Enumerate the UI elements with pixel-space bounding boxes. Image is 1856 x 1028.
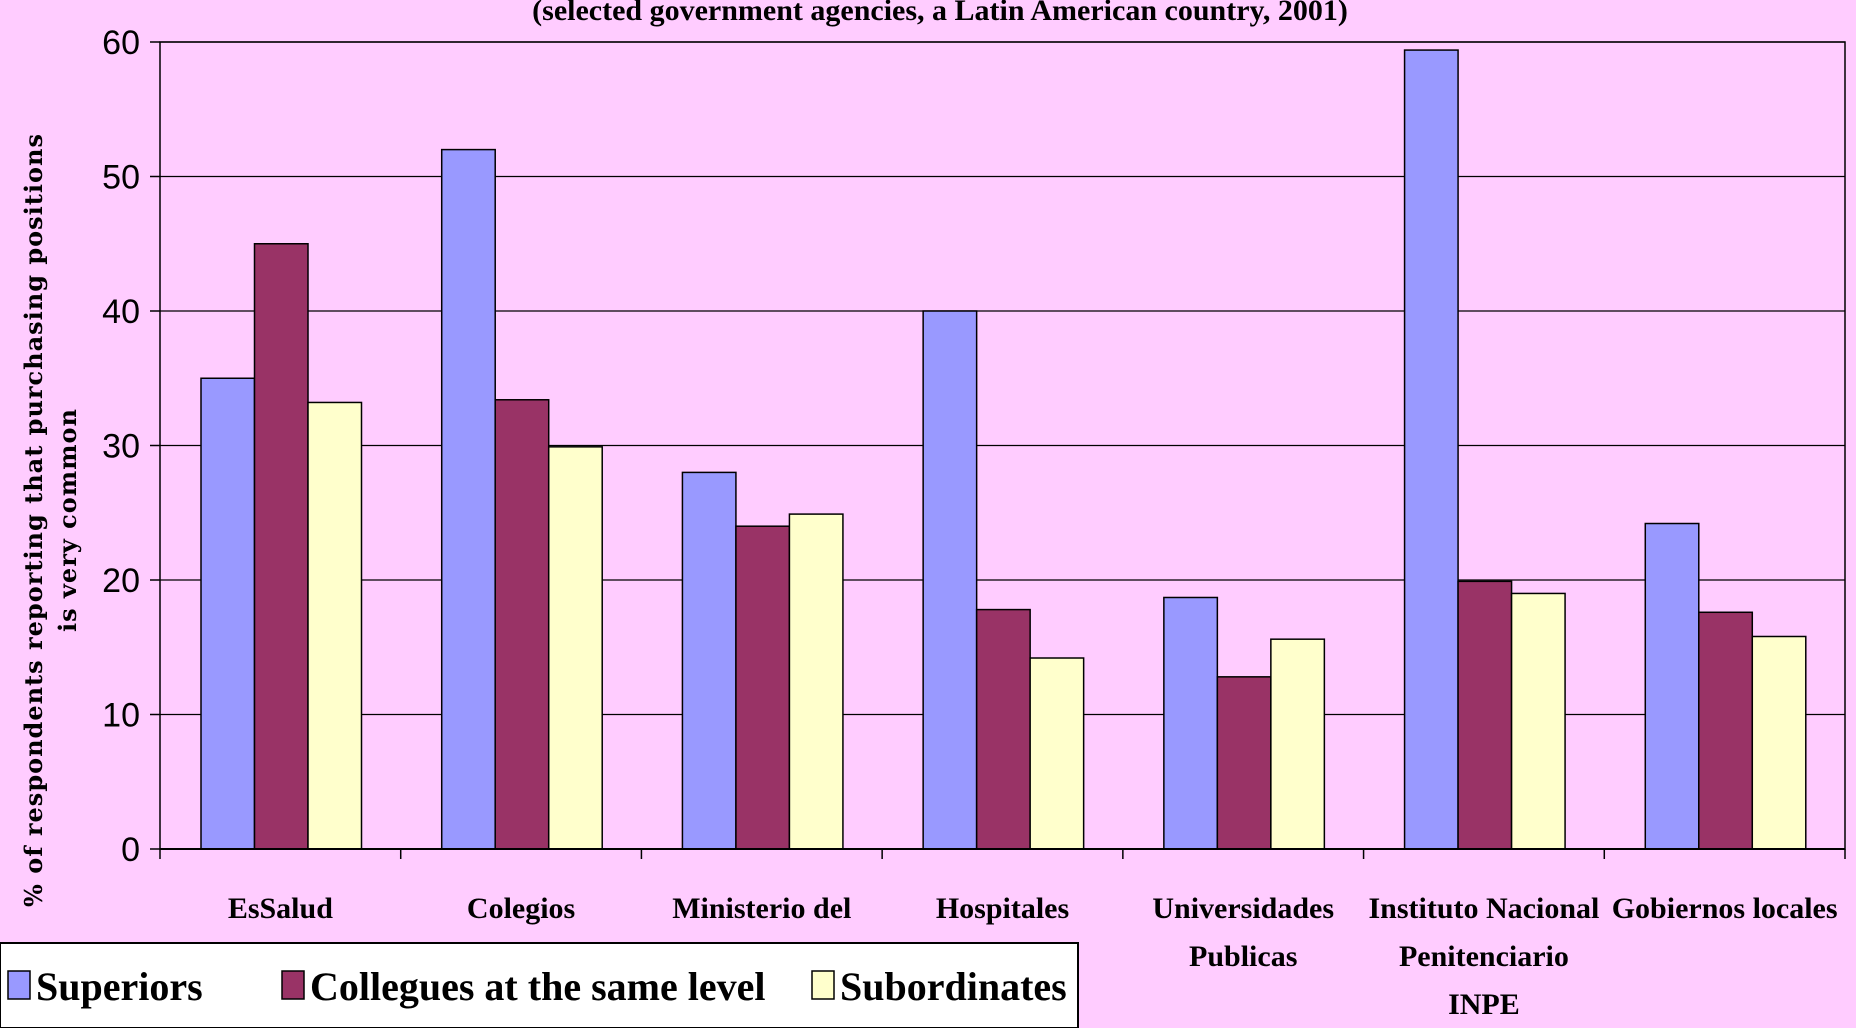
y-tick-label: 30	[102, 428, 140, 466]
x-tick-label: Colegios	[467, 892, 575, 925]
y-tick-label: 60	[102, 24, 140, 62]
bar-collegues-at-the-same-level-4	[1216, 676, 1272, 850]
legend: Superiors Collegues at the same level Subo…	[0, 942, 1079, 1028]
bar-superiors-2	[681, 471, 737, 850]
x-tick-label: Ministerio del	[672, 892, 851, 925]
legend-swatch-subordinates	[811, 970, 835, 1000]
x-tick-label: Hospitales	[936, 892, 1069, 925]
bar-subordinates-4	[1270, 638, 1326, 850]
x-tick-label: Instituto Nacional	[1368, 892, 1599, 925]
y-tick-label: 20	[102, 562, 140, 600]
plot-area: 0 10 20 30 40 50 60 EsSalud Colegios Ministerio d…	[102, 24, 1846, 1021]
x-tick-label: Penitenciario	[1399, 940, 1569, 973]
bar-collegues-at-the-same-level-5	[1457, 580, 1513, 850]
bar-subordinates-3	[1029, 657, 1085, 850]
bar-subordinates-2	[788, 513, 844, 850]
bar-subordinates-0	[307, 401, 363, 850]
legend-swatch-collegues-at-the-same-level	[281, 970, 305, 1000]
bar-superiors-3	[922, 310, 978, 850]
y-axis-label-line-2: is very common	[53, 408, 82, 632]
bar-superiors-1	[440, 148, 496, 850]
bar-superiors-5	[1403, 49, 1459, 850]
x-tick-label: EsSalud	[228, 892, 333, 925]
bar-subordinates-5	[1510, 592, 1566, 850]
bar-collegues-at-the-same-level-3	[975, 608, 1031, 850]
bar-superiors-4	[1163, 596, 1219, 850]
x-tick-label: Publicas	[1189, 940, 1297, 973]
bar-superiors-0	[200, 377, 256, 850]
legend-label: Superiors	[36, 964, 203, 1009]
x-tick-label: INPE	[1448, 988, 1520, 1021]
bar-superiors-6	[1644, 522, 1700, 850]
legend-swatch-superiors	[7, 970, 31, 1000]
bar-collegues-at-the-same-level-2	[735, 525, 791, 850]
legend-box	[0, 942, 1079, 1028]
legend-label: Collegues at the same level	[310, 964, 765, 1009]
y-tick-label: 50	[102, 159, 140, 197]
bar-collegues-at-the-same-level-0	[253, 243, 309, 850]
bar-collegues-at-the-same-level-6	[1698, 611, 1754, 850]
bar-subordinates-6	[1751, 635, 1807, 850]
bar-collegues-at-the-same-level-1	[494, 399, 550, 850]
y-tick-label: 0	[121, 831, 140, 869]
chart-title: (selected government agencies, a Latin A…	[532, 0, 1348, 27]
legend-label: Subordinates	[840, 964, 1067, 1009]
y-tick-label: 40	[102, 293, 140, 331]
y-axis-label-line-1: % of respondents reporting that purchasi…	[19, 133, 48, 907]
x-tick-label: Universidades	[1152, 892, 1334, 925]
y-tick-label: 10	[102, 697, 140, 735]
x-tick-label: Gobiernos locales	[1612, 892, 1838, 925]
bar-subordinates-1	[547, 446, 603, 850]
